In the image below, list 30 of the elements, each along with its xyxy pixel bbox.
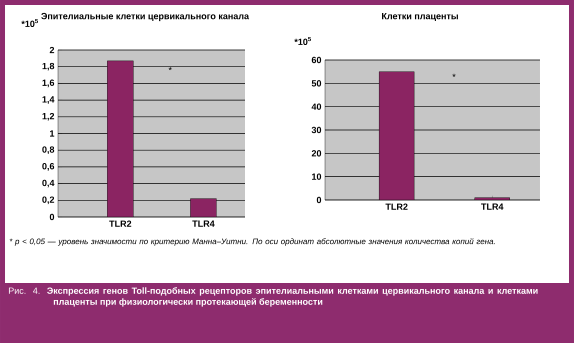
x-tick-label: TLR2	[109, 220, 132, 227]
y-tick-label: 1,2	[42, 112, 54, 121]
chart-title: Эпителиальные клетки цервикального канала	[41, 12, 250, 22]
y-tick-label: 20	[312, 150, 322, 157]
y-axis-title: *10$^{5}$	[294, 36, 312, 46]
y-tick-label: 1,6	[42, 80, 54, 88]
y-tick-label: 1	[50, 130, 54, 137]
annotation: *	[452, 74, 456, 77]
y-tick-label: 30	[312, 126, 322, 134]
y-axis-title: *10$^{5}$	[21, 18, 38, 28]
x-tick-label: TLR2	[386, 204, 408, 210]
y-tick-label: 0,8	[42, 146, 54, 154]
y-tick-label: 10	[312, 173, 322, 180]
annotation: *	[168, 66, 172, 70]
chart-title: Клетки плаценты	[382, 13, 458, 21]
text: Рис. 4. Экспрессия генов Toll-подобных рецепторов эпителиальными клетками цервикального канала и клетками плаценты при физиологически протекающей беременности	[8, 287, 538, 307]
y-tick-label: 0	[50, 214, 54, 220]
y-tick-label: 40	[312, 103, 322, 110]
x-tick-label: TLR4	[192, 220, 215, 227]
text: * p < 0,05 — уровень значимости по критерию Манна–Уитни. По оси ординат абсолютные значения количества копий гена.	[10, 238, 495, 246]
y-tick-label: 50	[312, 80, 322, 87]
y-tick-label: 0,2	[42, 196, 54, 204]
y-tick-label: 1,8	[42, 62, 54, 71]
y-tick-label: 0,4	[42, 180, 54, 188]
y-tick-label: 2	[50, 46, 54, 54]
y-tick-label: 1,4	[42, 96, 54, 104]
y-tick-label: 0	[316, 196, 322, 204]
y-tick-label: 0,6	[42, 163, 54, 171]
y-tick-label: 60	[312, 56, 322, 64]
x-tick-label: TLR4	[481, 204, 504, 210]
